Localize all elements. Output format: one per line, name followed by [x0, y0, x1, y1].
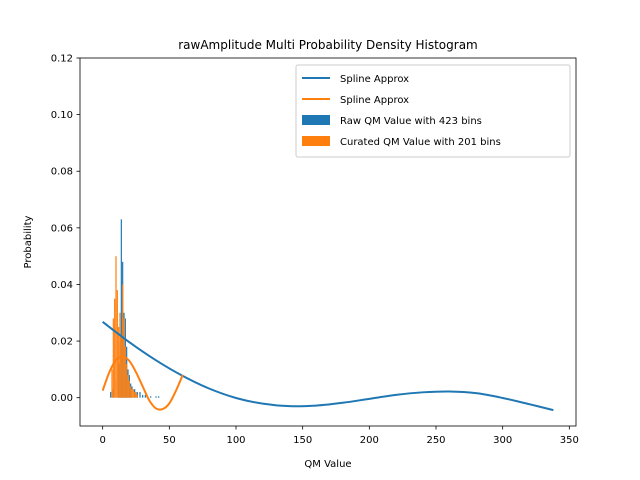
y-axis-label: Probability — [23, 215, 34, 268]
histogram-bar — [123, 318, 125, 398]
legend-label: Curated QM Value with 201 bins — [340, 137, 501, 148]
legend-item: Spline Approx — [302, 95, 409, 106]
x-tick-label: 0 — [99, 435, 105, 446]
x-axis-label: QM Value — [304, 459, 351, 470]
legend-item: Curated QM Value with 201 bins — [302, 136, 501, 148]
legend-label: Spline Approx — [340, 95, 409, 106]
histogram-bar — [112, 318, 114, 398]
y-tick-label: 0.02 — [51, 337, 73, 348]
histogram-bar — [118, 326, 120, 398]
x-tick-label: 350 — [560, 435, 579, 446]
histogram-bar — [135, 392, 137, 398]
legend: Spline Approx Spline Approx Raw QM Value w… — [295, 64, 571, 158]
histogram-bar — [126, 363, 128, 398]
histogram-bar — [131, 389, 133, 398]
histogram-bar — [144, 394, 146, 398]
spline-line — [101, 355, 184, 411]
legend-label: Raw QM Value with 423 bins — [340, 116, 482, 127]
histogram-bar — [132, 389, 134, 398]
x-tick-label: 200 — [360, 435, 379, 446]
histogram-bar — [130, 386, 132, 398]
y-tick-label: 0.12 — [51, 54, 73, 65]
histogram-bar — [150, 396, 152, 398]
histogram-bar — [110, 392, 112, 398]
histogram-bar — [111, 369, 113, 398]
chart-title: rawAmplitude Multi Probability Density H… — [178, 38, 478, 52]
histogram-bar — [120, 335, 122, 398]
x-tick-label: 250 — [426, 435, 445, 446]
histogram-bar — [120, 219, 122, 398]
spline-line — [102, 321, 554, 412]
histogram-bar — [124, 346, 126, 398]
legend-patch-swatch — [302, 115, 330, 125]
histogram-bar — [158, 396, 160, 398]
x-tick-label: 150 — [293, 435, 312, 446]
x-tick-label: 300 — [493, 435, 512, 446]
histogram-bar — [114, 298, 116, 398]
y-axis-ticks: 0.00 0.02 0.04 0.06 0.08 0.10 0.12 — [51, 54, 80, 404]
x-tick-label: 100 — [226, 435, 245, 446]
x-tick-label: 50 — [163, 435, 176, 446]
y-tick-label: 0.08 — [51, 167, 73, 178]
histogram-bar — [136, 394, 138, 398]
y-tick-label: 0.10 — [51, 110, 73, 121]
histogram-bar — [116, 290, 118, 398]
x-axis-ticks: 0 50 100 150 200 250 300 350 — [99, 426, 579, 446]
legend-patch-swatch — [302, 136, 330, 146]
y-tick-label: 0.00 — [51, 393, 73, 404]
histogram-bar — [119, 312, 121, 398]
histogram-bar — [128, 380, 130, 398]
legend-box — [295, 64, 571, 158]
histogram-bar — [122, 284, 124, 398]
histogram-bar — [134, 392, 136, 398]
bars-layer — [110, 219, 160, 398]
plot-frame — [79, 57, 577, 427]
legend-item: Spline Approx — [302, 74, 409, 85]
y-tick-label: 0.04 — [51, 280, 73, 291]
y-tick-label: 0.06 — [51, 223, 73, 234]
histogram-bar — [155, 396, 157, 398]
histogram-bar — [136, 392, 138, 398]
lines-layer — [101, 321, 554, 412]
histogram-bar — [115, 256, 117, 398]
legend-item: Raw QM Value with 423 bins — [302, 115, 482, 127]
histogram-bar — [127, 375, 129, 398]
histogram-bar — [142, 394, 144, 398]
legend-label: Spline Approx — [340, 74, 409, 85]
histogram-bar — [139, 392, 141, 398]
